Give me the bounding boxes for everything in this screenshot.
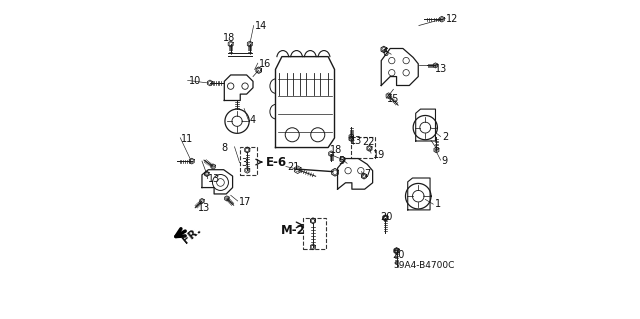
Text: 3: 3	[241, 158, 247, 168]
Text: 18: 18	[330, 145, 342, 155]
Text: 13: 13	[350, 136, 362, 146]
Text: 1: 1	[435, 199, 441, 209]
Text: 19: 19	[372, 150, 385, 160]
Text: 20: 20	[381, 212, 393, 222]
Bar	[351, 137, 375, 158]
Text: 8: 8	[221, 143, 227, 153]
Text: 18: 18	[223, 33, 236, 43]
Text: 13: 13	[435, 63, 447, 74]
Text: 22: 22	[362, 137, 374, 147]
Text: 9: 9	[441, 156, 447, 166]
Text: 4: 4	[249, 115, 255, 125]
Text: 2: 2	[442, 132, 448, 142]
Text: 11: 11	[181, 134, 193, 144]
Text: 6: 6	[382, 48, 388, 58]
Text: 13: 13	[198, 203, 211, 213]
Text: 5: 5	[339, 156, 345, 166]
Text: M-2: M-2	[281, 224, 306, 237]
Text: 14: 14	[255, 21, 267, 31]
Text: 20: 20	[393, 250, 405, 260]
Text: S9A4-B4700C: S9A4-B4700C	[394, 261, 455, 270]
Text: 13: 13	[209, 174, 221, 184]
Bar	[303, 218, 326, 249]
Bar	[239, 147, 257, 175]
Text: 7: 7	[364, 169, 371, 179]
Text: E-6: E-6	[266, 156, 287, 169]
Text: 17: 17	[239, 197, 251, 207]
Text: FR.: FR.	[181, 225, 204, 246]
Text: 21: 21	[287, 162, 299, 173]
Text: 12: 12	[446, 14, 458, 24]
Text: 15: 15	[387, 94, 399, 104]
Text: 10: 10	[189, 76, 201, 86]
Text: 16: 16	[259, 59, 271, 69]
